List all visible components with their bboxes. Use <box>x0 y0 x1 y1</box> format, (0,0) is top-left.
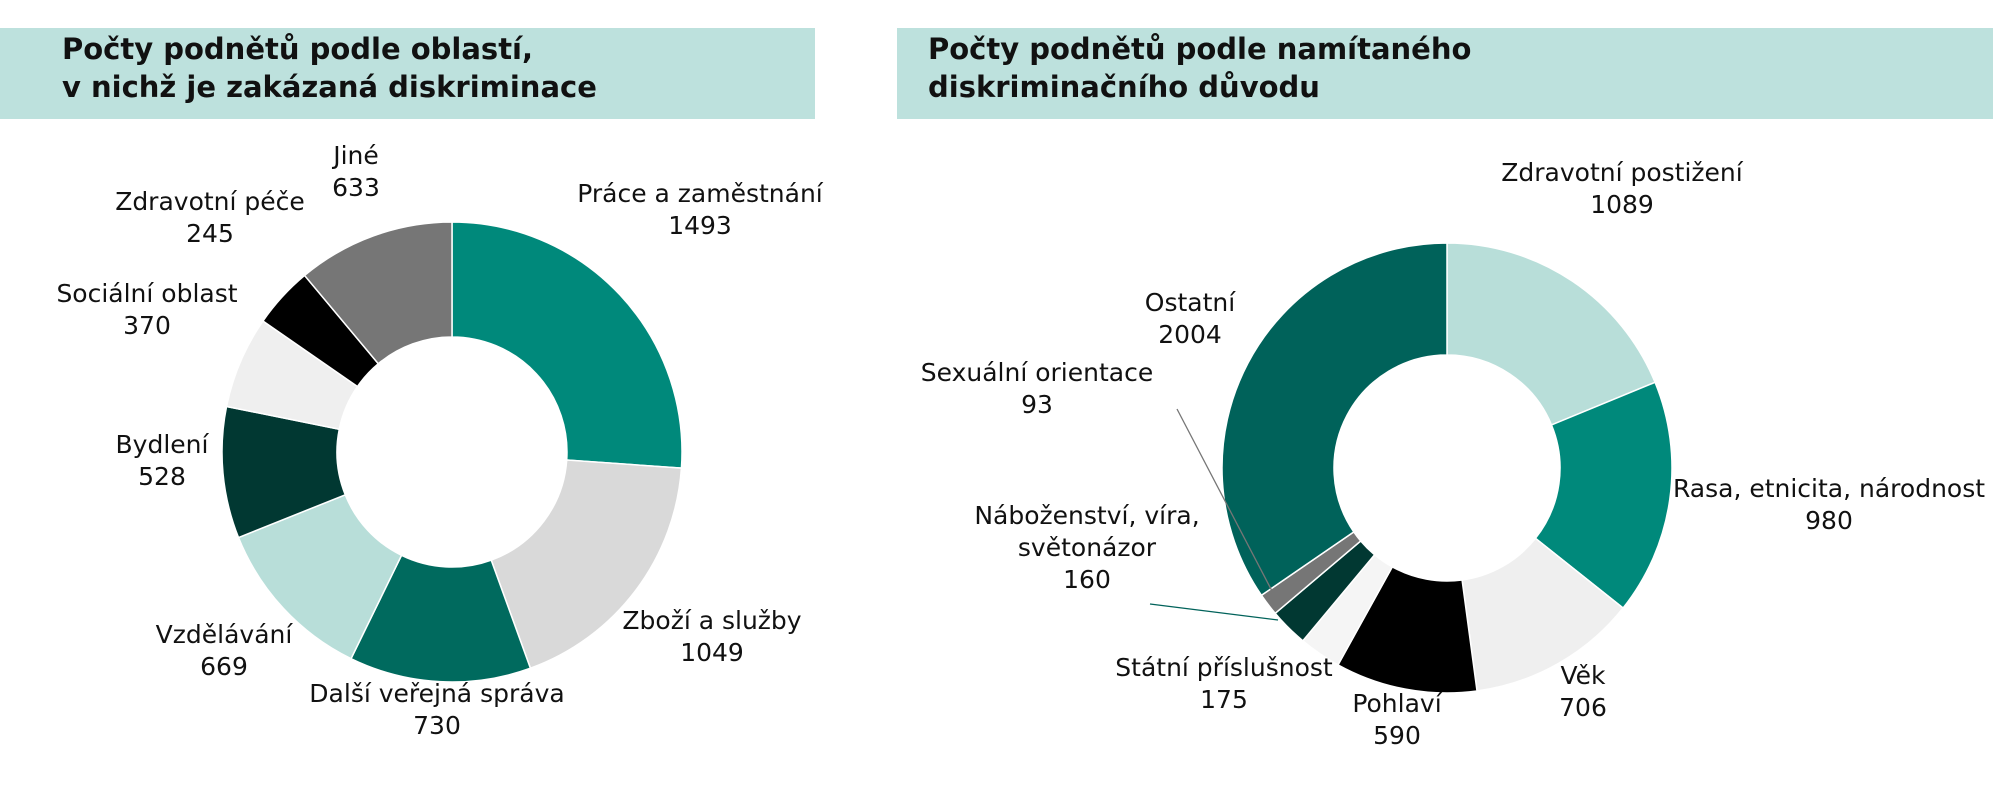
chart2-label-7-value: 93 <box>1021 390 1053 419</box>
chart2-label-1-category: Zdravotní postižení <box>1501 158 1744 187</box>
chart1-label-7-value: 245 <box>186 219 234 248</box>
chart2-label-2: Rasa, etnicita, národnost 980 <box>1673 474 1985 535</box>
chart2-title: Počty podnětů podle namítaného diskrimin… <box>928 30 1471 106</box>
chart1-slice-2 <box>490 459 683 670</box>
chart1-label-6-value: 370 <box>123 311 171 340</box>
chart1-label-4-value: 669 <box>200 652 248 681</box>
chart1-label-2-value: 1049 <box>680 638 744 667</box>
chart1-label-7: Zdravotní péče 245 <box>115 187 305 248</box>
chart1-label-6-category: Sociální oblast <box>56 279 237 308</box>
chart2-leader-line-7 <box>1176 408 1273 592</box>
chart2-label-6: Náboženství, víra, světonázor 160 <box>974 501 1199 594</box>
chart1-label-1-category: Práce a zaměstnání <box>577 179 824 208</box>
chart2-label-6-value: 160 <box>1063 565 1111 594</box>
chart1-slice-8 <box>303 221 453 365</box>
chart2-label-8-value: 2004 <box>1158 320 1222 349</box>
chart2-label-8: Ostatní 2004 <box>1145 288 1236 349</box>
chart2-label-4-category: Pohlaví <box>1352 689 1442 718</box>
chart2-label-6-category: Náboženství, víra, <box>974 501 1199 530</box>
chart1-label-8-value: 633 <box>332 173 380 202</box>
chart2-label-1: Zdravotní postižení 1089 <box>1501 158 1744 219</box>
chart2-label-8-category: Ostatní <box>1145 288 1236 317</box>
chart1-label-4: Vzdělávání 669 <box>156 620 294 681</box>
chart2-slice-1 <box>1446 242 1657 426</box>
chart2-label-7: Sexuální orientace 93 <box>921 358 1153 419</box>
chart2-label-5-category: Státní příslušnost <box>1115 653 1333 682</box>
chart2-label-7-category: Sexuální orientace <box>921 358 1153 387</box>
chart1-label-3: Další veřejná správa 730 <box>309 679 564 740</box>
chart1-label-6: Sociální oblast 370 <box>56 279 237 340</box>
chart2-label-3: Věk 706 <box>1559 661 1607 722</box>
chart1-label-7-category: Zdravotní péče <box>115 187 305 216</box>
chart1-title-line-2: v nichž je zakázaná diskriminace <box>62 70 597 104</box>
chart2-title-line-2: diskriminačního důvodu <box>928 70 1320 104</box>
chart2-label-3-value: 706 <box>1559 693 1607 722</box>
chart1-title: Počty podnětů podle oblastí, v nichž je … <box>62 30 597 106</box>
chart2-slice-2 <box>1534 381 1673 610</box>
chart1-label-5: Bydlení 528 <box>116 430 210 491</box>
chart1-slice-1 <box>451 221 683 469</box>
chart2-label-3-category: Věk <box>1560 661 1606 690</box>
chart1-label-1: Práce a zaměstnání 1493 <box>577 179 824 240</box>
chart1-header-band <box>0 28 815 119</box>
chart2-title-line-1: Počty podnětů podle namítaného <box>928 32 1472 66</box>
chart1-label-3-value: 730 <box>413 711 461 740</box>
chart1-label-3-category: Další veřejná správa <box>309 679 564 708</box>
chart1-label-2: Zboží a služby 1049 <box>622 606 801 667</box>
chart2-label-1-value: 1089 <box>1590 190 1654 219</box>
chart1-label-5-value: 528 <box>138 462 186 491</box>
chart1-label-8-category: Jiné <box>331 141 379 170</box>
chart2-label-2-value: 980 <box>1805 506 1853 535</box>
chart1-label-2-category: Zboží a služby <box>622 606 801 635</box>
chart2-leader-line-6 <box>1149 603 1279 621</box>
chart2-header-band <box>897 28 1993 119</box>
chart2-label-4: Pohlaví 590 <box>1352 689 1442 750</box>
chart1-label-1-value: 1493 <box>668 211 732 240</box>
chart2-label-2-category: Rasa, etnicita, národnost <box>1673 474 1985 503</box>
chart2-label-6-category: světonázor <box>1018 533 1157 562</box>
chart2-slice-8 <box>1221 242 1448 597</box>
chart2-label-5-value: 175 <box>1200 685 1248 714</box>
chart1-label-4-category: Vzdělávání <box>156 620 294 649</box>
chart2-label-5: Státní příslušnost 175 <box>1115 653 1333 714</box>
chart1-label-5-category: Bydlení <box>116 430 210 459</box>
chart1-title-line-1: Počty podnětů podle oblastí, <box>62 32 534 66</box>
chart2-label-4-value: 590 <box>1373 721 1421 750</box>
chart1-label-8: Jiné 633 <box>331 141 380 202</box>
